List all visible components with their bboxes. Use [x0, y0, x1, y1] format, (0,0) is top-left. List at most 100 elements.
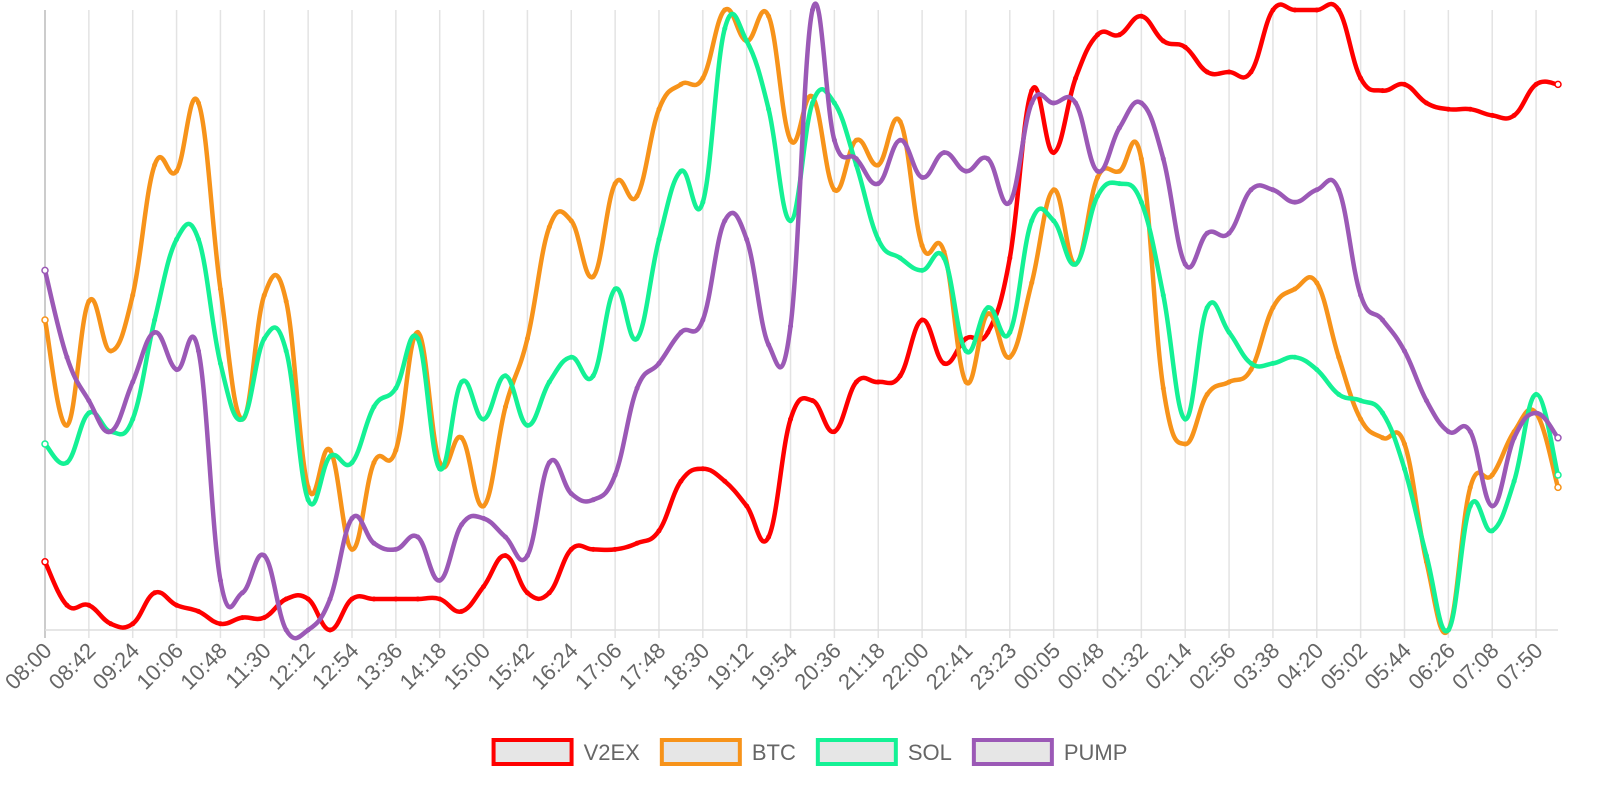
- data-point: [568, 546, 574, 552]
- data-point: [546, 224, 552, 230]
- data-point: [459, 435, 465, 441]
- x-tick-label: 09:24: [88, 638, 145, 695]
- data-point: [788, 416, 794, 422]
- data-point: [1029, 88, 1035, 94]
- data-point: [1423, 100, 1429, 106]
- data-point: [349, 460, 355, 466]
- data-point: [1467, 106, 1473, 112]
- data-point: [1138, 13, 1144, 19]
- data-point: [1292, 199, 1298, 205]
- data-point: [1138, 156, 1144, 162]
- data-point: [656, 528, 662, 534]
- data-point: [831, 100, 837, 106]
- data-point: [327, 453, 333, 459]
- data-point: [766, 534, 772, 540]
- data-point: [1511, 435, 1517, 441]
- data-point: [415, 596, 421, 602]
- data-point: [744, 503, 750, 509]
- data-point: [1029, 218, 1035, 224]
- data-point: [1402, 466, 1408, 472]
- data-point: [1511, 478, 1517, 484]
- data-point: [305, 627, 311, 633]
- data-point: [1051, 100, 1057, 106]
- data-point: [86, 410, 92, 416]
- data-point: [722, 478, 728, 484]
- data-point: [656, 106, 662, 112]
- data-point: [546, 590, 552, 596]
- data-point: [349, 515, 355, 521]
- data-point: [853, 379, 859, 385]
- data-point: [327, 596, 333, 602]
- data-point: [1270, 7, 1276, 13]
- data-point: [678, 168, 684, 174]
- x-tick-label: 10:06: [131, 638, 188, 695]
- data-point: [590, 373, 596, 379]
- data-point: [1467, 484, 1473, 490]
- x-tick-label: 06:26: [1403, 638, 1460, 695]
- data-point: [481, 416, 487, 422]
- x-tick-label: 01:32: [1096, 638, 1153, 695]
- data-point: [919, 267, 925, 273]
- legend: V2EX BTC SOL PUMP: [491, 738, 1128, 766]
- x-tick-label: 15:00: [438, 638, 495, 695]
- data-point: [437, 466, 443, 472]
- data-point: [1270, 360, 1276, 366]
- data-point: [524, 336, 530, 342]
- data-point: [261, 336, 267, 342]
- data-point: [831, 429, 837, 435]
- data-point: [612, 286, 618, 292]
- data-point: [1073, 261, 1079, 267]
- data-point: [963, 168, 969, 174]
- data-point: [415, 329, 421, 335]
- data-point: [897, 119, 903, 125]
- data-point: [1226, 230, 1232, 236]
- data-point: [41, 440, 49, 448]
- data-point: [634, 540, 640, 546]
- x-tick-label: 11:30: [220, 638, 275, 693]
- data-point: [1051, 218, 1057, 224]
- data-point: [634, 193, 640, 199]
- data-point: [700, 75, 706, 81]
- data-point: [568, 354, 574, 360]
- data-point: [130, 292, 136, 298]
- data-point: [1336, 354, 1342, 360]
- data-point: [371, 460, 377, 466]
- data-point: [941, 150, 947, 156]
- x-tick-label: 15:42: [482, 638, 539, 695]
- data-point: [261, 615, 267, 621]
- data-point: [130, 621, 136, 627]
- x-tick-label: 19:12: [702, 638, 759, 695]
- data-point: [283, 627, 289, 633]
- data-point: [766, 342, 772, 348]
- data-point: [1358, 416, 1364, 422]
- data-point: [1489, 503, 1495, 509]
- data-point: [963, 348, 969, 354]
- x-tick-label: 12:54: [307, 638, 364, 695]
- data-point: [1051, 150, 1057, 156]
- data-point: [283, 298, 289, 304]
- data-point: [1204, 230, 1210, 236]
- data-point: [897, 255, 903, 261]
- data-point: [1226, 329, 1232, 335]
- data-point: [700, 466, 706, 472]
- data-point: [459, 608, 465, 614]
- data-point: [195, 348, 201, 354]
- data-point: [108, 621, 114, 627]
- data-point: [766, 13, 772, 19]
- data-point: [152, 317, 158, 323]
- legend-label: PUMP: [1064, 740, 1128, 765]
- data-point: [459, 379, 465, 385]
- data-point: [524, 553, 530, 559]
- data-point: [1380, 317, 1386, 323]
- data-point: [1160, 156, 1166, 162]
- x-tick-label: 18:30: [658, 638, 715, 695]
- data-point: [1467, 429, 1473, 435]
- data-point: [1116, 125, 1122, 131]
- data-point: [108, 429, 114, 435]
- data-point: [985, 329, 991, 335]
- x-tick-label: 20:36: [789, 638, 846, 695]
- x-tick-label: 22:41: [921, 638, 978, 695]
- data-point: [678, 478, 684, 484]
